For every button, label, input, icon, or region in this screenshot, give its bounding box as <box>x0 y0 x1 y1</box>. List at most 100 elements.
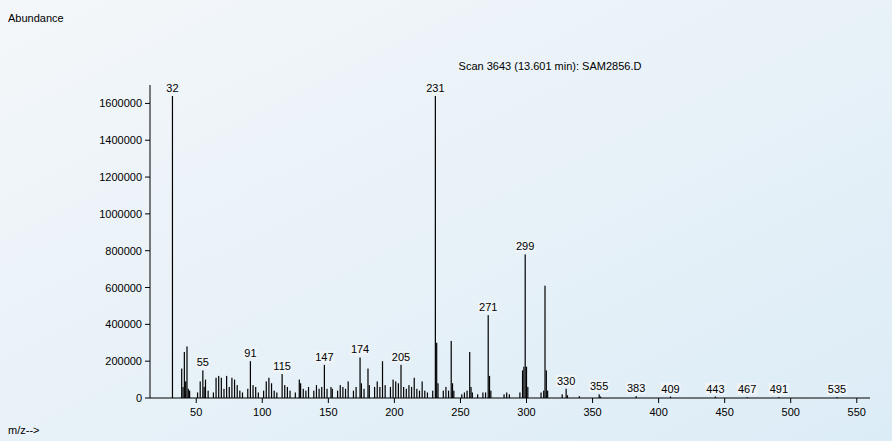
peak <box>221 378 222 398</box>
peak <box>326 389 327 398</box>
peak <box>299 380 300 398</box>
y-tick <box>145 287 150 288</box>
label-patch <box>589 380 609 392</box>
peak-label: 409 <box>661 383 679 395</box>
peak <box>359 357 360 398</box>
label-patch <box>626 382 646 394</box>
x-tick-label: 350 <box>583 406 601 418</box>
peak <box>448 391 449 398</box>
x-tick <box>460 398 461 403</box>
label-patch <box>769 383 789 395</box>
peak <box>182 387 183 398</box>
peak-label: 91 <box>244 347 256 359</box>
peak <box>202 370 203 398</box>
peak <box>305 391 306 398</box>
x-tick <box>262 398 263 403</box>
peak <box>451 341 452 398</box>
peak <box>218 376 219 398</box>
peak <box>445 387 446 398</box>
peak <box>562 394 563 398</box>
peak <box>470 387 471 398</box>
y-tick <box>145 103 150 104</box>
peak <box>489 376 490 398</box>
label-patch <box>556 375 576 387</box>
y-tick <box>145 140 150 141</box>
peak <box>295 392 296 398</box>
x-tick-label: 500 <box>782 406 800 418</box>
peak <box>337 391 338 398</box>
peak <box>231 378 232 398</box>
peak <box>319 389 320 398</box>
peak-label: 174 <box>351 343 369 355</box>
peak <box>778 397 779 398</box>
peak <box>242 392 243 398</box>
peak <box>239 391 240 398</box>
x-tick <box>196 398 197 403</box>
peak <box>330 387 331 398</box>
label-patch <box>196 356 210 368</box>
peak <box>424 391 425 398</box>
peak <box>361 383 362 398</box>
x-tick-label: 450 <box>715 406 733 418</box>
peak <box>522 370 523 398</box>
x-tick <box>394 398 395 403</box>
peak-label: 383 <box>627 382 645 394</box>
y-tick-label: 600000 <box>105 282 142 294</box>
background <box>0 0 892 441</box>
peak <box>443 391 444 398</box>
peak-label: 330 <box>557 375 575 387</box>
y-tick-label: 1600000 <box>99 97 142 109</box>
peak <box>836 397 837 398</box>
y-tick-label: 200000 <box>105 355 142 367</box>
peak <box>432 391 433 398</box>
peak <box>567 395 568 398</box>
label-patch <box>350 343 370 355</box>
peak <box>523 367 524 398</box>
peak <box>525 254 526 398</box>
peak <box>566 389 567 398</box>
peak-label: 467 <box>738 383 756 395</box>
peak-label: 147 <box>315 351 333 363</box>
label-patch <box>272 360 292 372</box>
peak-label: 205 <box>392 351 410 363</box>
peak <box>250 361 251 398</box>
peak <box>503 394 504 398</box>
peak <box>636 396 637 398</box>
peak <box>466 391 467 398</box>
peak <box>229 387 230 398</box>
peak <box>303 389 304 398</box>
peak-label: 32 <box>166 82 178 94</box>
x-tick-label: 250 <box>451 406 469 418</box>
peak <box>509 394 510 398</box>
peak <box>271 383 272 398</box>
peak <box>263 391 264 398</box>
peak <box>284 385 285 398</box>
peak <box>268 378 269 398</box>
peak <box>546 370 547 398</box>
peak <box>282 374 283 398</box>
label-patch <box>425 82 445 94</box>
x-tick-label: 150 <box>319 406 337 418</box>
peak <box>461 394 462 398</box>
peak-label: 535 <box>828 383 846 395</box>
x-axis-title: m/z--> <box>8 424 39 436</box>
peak <box>544 286 545 398</box>
x-tick-label: 550 <box>848 406 866 418</box>
peak <box>367 369 368 398</box>
peak <box>363 389 364 398</box>
peak <box>369 385 370 398</box>
peak <box>316 385 317 398</box>
peak <box>472 392 473 398</box>
peak <box>340 385 341 398</box>
label-patch <box>705 383 725 395</box>
peak <box>547 391 548 398</box>
y-tick <box>145 213 150 214</box>
y-axis <box>150 85 151 398</box>
peak-label: 491 <box>770 383 788 395</box>
peak <box>189 391 190 398</box>
peak <box>414 378 415 398</box>
y-axis-title: Abundance <box>8 12 64 24</box>
peak <box>543 391 544 398</box>
peak <box>324 365 325 398</box>
peak <box>184 352 185 398</box>
